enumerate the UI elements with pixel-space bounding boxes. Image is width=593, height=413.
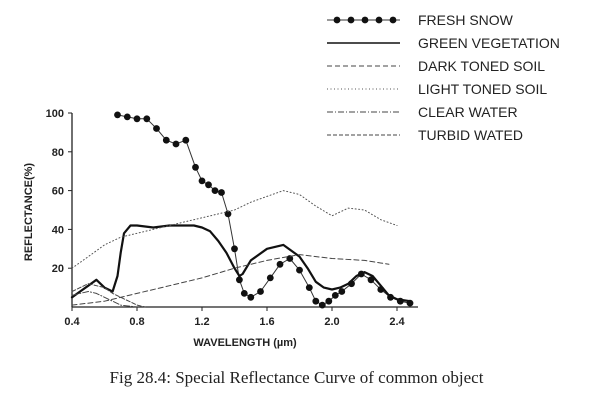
data-point — [211, 187, 219, 195]
data-point — [331, 292, 339, 299]
legend-label-5: TURBID WATED — [418, 127, 523, 143]
data-point — [182, 136, 190, 144]
data-point — [318, 301, 326, 309]
legend-label-3: LIGHT TONED SOIL — [418, 81, 547, 97]
x-tick-label: 1.2 — [194, 316, 209, 328]
x-tick-label: 2.0 — [324, 316, 339, 328]
data-point — [325, 297, 333, 305]
plot-area — [70, 111, 414, 309]
series-line-5 — [71, 283, 146, 308]
y-tick-label: 100 — [46, 108, 64, 120]
axes: 0.4 0.8 1.2 1.6 2.0 2.4 20 40 60 80 100 WAVELENGTH … — [23, 108, 418, 349]
data-point — [247, 293, 255, 301]
series-line-4 — [71, 291, 138, 308]
y-axis-title: REFLECTANCE(%) — [23, 163, 35, 262]
data-point — [123, 113, 131, 121]
series-line-3 — [71, 190, 398, 269]
data-point — [192, 163, 199, 171]
data-point — [198, 177, 206, 185]
series-line-1 — [70, 224, 412, 303]
legend-marker — [347, 16, 355, 24]
legend-marker — [361, 16, 369, 24]
data-point — [257, 288, 264, 295]
y-tick-label: 60 — [52, 186, 64, 198]
data-point — [153, 125, 160, 132]
data-point — [276, 260, 284, 268]
x-tick-label: 1.6 — [259, 316, 274, 328]
data-point — [133, 115, 141, 123]
x-tick-label: 2.4 — [389, 316, 405, 328]
data-point — [218, 189, 225, 196]
legend-label-0: FRESH SNOW — [418, 12, 514, 28]
data-point — [286, 255, 294, 262]
data-point — [205, 181, 212, 189]
y-tick-label: 40 — [52, 224, 64, 236]
data-point — [231, 245, 238, 253]
data-point — [240, 290, 248, 297]
data-point — [296, 266, 303, 274]
data-point — [114, 111, 121, 119]
legend-label-2: DARK TONED SOIL — [418, 58, 545, 74]
data-point — [236, 276, 243, 284]
x-tick-label: 0.8 — [129, 316, 144, 328]
legend-marker — [375, 16, 383, 24]
legend: FRESH SNOW GREEN VEGETATION DARK TONED SOI… — [327, 12, 560, 143]
data-point — [305, 284, 313, 291]
x-axis-title: WAVELENGTH (µm) — [193, 337, 297, 349]
y-tick-label: 80 — [52, 147, 64, 159]
series-line-2 — [71, 254, 390, 306]
x-tick-label: 0.4 — [64, 316, 80, 328]
data-point — [224, 210, 232, 218]
legend-marker — [389, 16, 397, 24]
series-line-0 — [117, 114, 411, 306]
data-point — [162, 136, 170, 144]
data-point — [172, 140, 180, 148]
data-point — [143, 115, 151, 123]
legend-label-1: GREEN VEGETATION — [418, 35, 560, 51]
legend-label-4: CLEAR WATER — [418, 104, 518, 120]
figure-caption: Fig 28.4: Special Reflectance Curve of c… — [109, 368, 484, 387]
data-point — [338, 288, 346, 295]
legend-marker — [333, 16, 341, 24]
y-tick-label: 20 — [52, 263, 64, 275]
data-point — [266, 274, 274, 282]
data-point — [367, 276, 375, 284]
data-point — [312, 297, 320, 305]
